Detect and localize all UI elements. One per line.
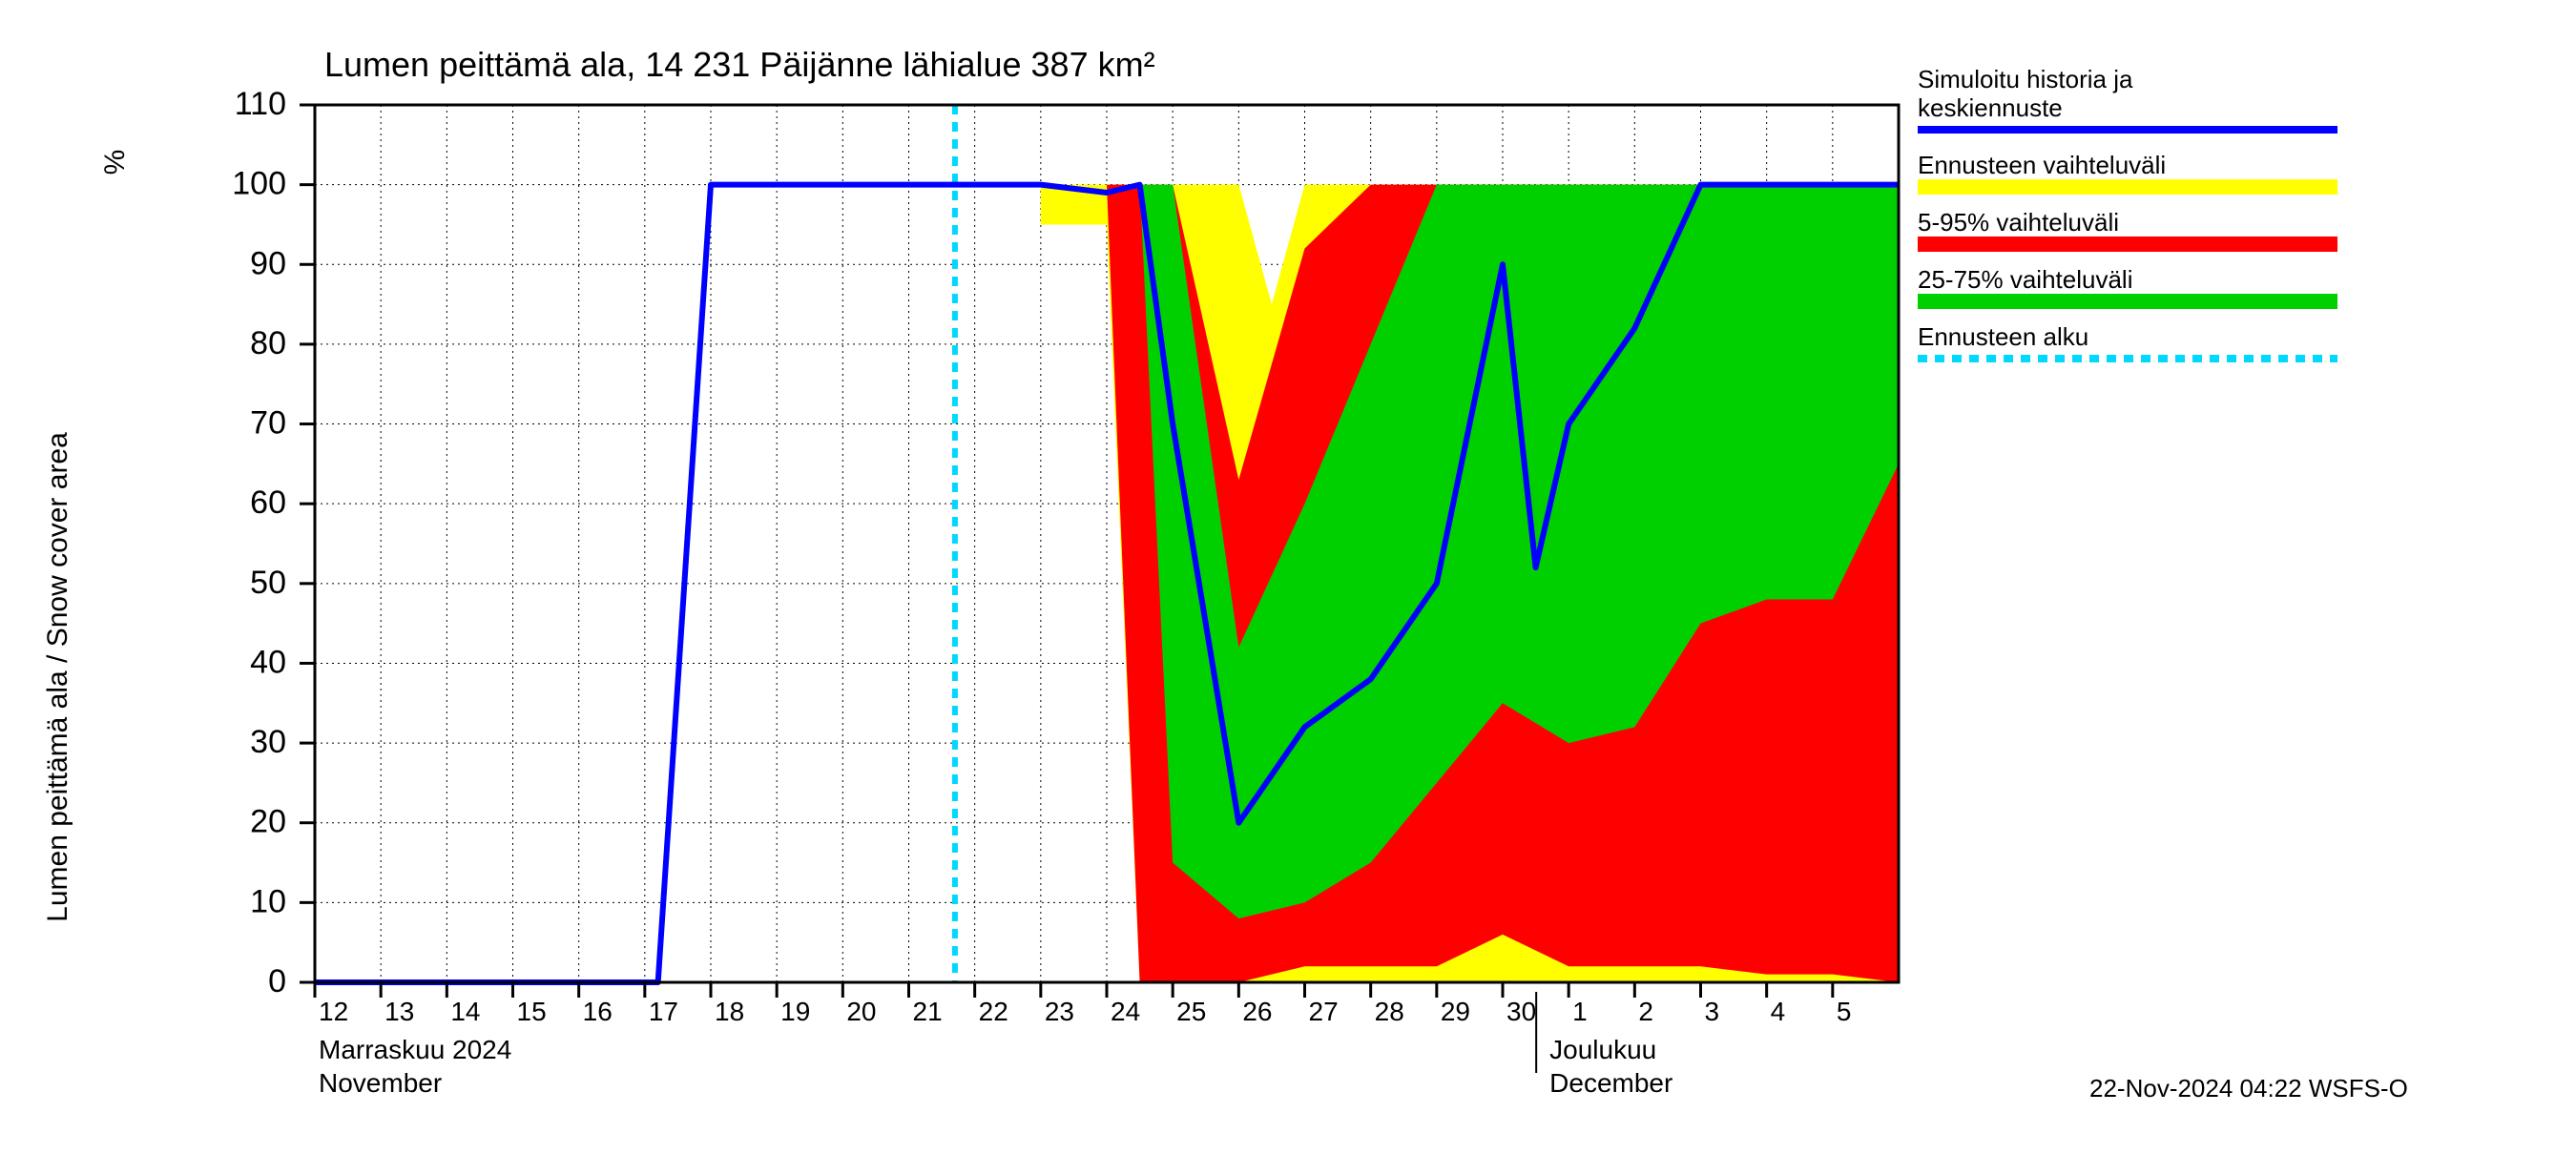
- y-tick-label: 110: [235, 86, 286, 122]
- y-tick-label: 50: [250, 565, 286, 601]
- y-tick-label: 20: [250, 804, 286, 840]
- month1-en: November: [319, 1068, 442, 1098]
- x-tick-label: 24: [1111, 997, 1140, 1026]
- x-tick-label: 22: [979, 997, 1008, 1026]
- x-tick-label: 27: [1309, 997, 1339, 1026]
- x-tick-label: 2: [1638, 997, 1653, 1026]
- x-tick-label: 21: [913, 997, 943, 1026]
- x-tick-label: 3: [1705, 997, 1720, 1026]
- legend-label: keskiennuste: [1918, 93, 2063, 122]
- x-tick-label: 17: [649, 997, 678, 1026]
- legend-label: 5-95% vaihteluväli: [1918, 208, 2119, 237]
- y-tick-label: 60: [250, 484, 286, 521]
- legend-swatch-band: [1918, 294, 2337, 309]
- y-tick-label: 40: [250, 644, 286, 680]
- y-tick-label: 70: [250, 405, 286, 442]
- x-tick-label: 28: [1375, 997, 1404, 1026]
- y-axis-unit: %: [99, 150, 131, 175]
- chart-title: Lumen peittämä ala, 14 231 Päijänne lähi…: [324, 45, 1155, 84]
- legend-swatch-band: [1918, 179, 2337, 195]
- x-tick-label: 26: [1242, 997, 1272, 1026]
- x-tick-label: 20: [846, 997, 876, 1026]
- x-tick-label: 12: [319, 997, 348, 1026]
- y-tick-label: 80: [250, 325, 286, 361]
- month2-en: December: [1549, 1068, 1672, 1098]
- legend-label: Ennusteen vaihteluväli: [1918, 151, 2166, 179]
- x-tick-label: 16: [583, 997, 613, 1026]
- x-tick-label: 15: [517, 997, 547, 1026]
- y-tick-label: 100: [232, 166, 286, 202]
- legend-label: Simuloitu historia ja: [1918, 65, 2133, 93]
- x-tick-label: 29: [1441, 997, 1470, 1026]
- month1-fi: Marraskuu 2024: [319, 1035, 511, 1064]
- y-tick-label: 30: [250, 724, 286, 760]
- x-tick-label: 18: [715, 997, 744, 1026]
- legend-label: 25-75% vaihteluväli: [1918, 265, 2132, 294]
- x-tick-label: 30: [1506, 997, 1536, 1026]
- x-tick-label: 4: [1771, 997, 1786, 1026]
- legend-swatch-band: [1918, 237, 2337, 252]
- y-tick-label: 10: [250, 883, 286, 919]
- x-tick-label: 23: [1045, 997, 1074, 1026]
- x-tick-label: 19: [780, 997, 810, 1026]
- x-tick-label: 1: [1572, 997, 1588, 1026]
- x-tick-label: 5: [1837, 997, 1852, 1026]
- y-axis-label: Lumen peittämä ala / Snow cover area: [42, 432, 73, 922]
- chart-svg: 0102030405060708090100110121314151617181…: [10, 10, 2576, 1154]
- x-tick-label: 14: [450, 997, 480, 1026]
- chart-container: 0102030405060708090100110121314151617181…: [10, 10, 2566, 1135]
- x-tick-label: 25: [1176, 997, 1206, 1026]
- y-tick-label: 90: [250, 245, 286, 281]
- x-tick-label: 13: [384, 997, 414, 1026]
- legend-label: Ennusteen alku: [1918, 322, 2088, 351]
- y-tick-label: 0: [268, 963, 286, 999]
- footer-timestamp: 22-Nov-2024 04:22 WSFS-O: [2089, 1074, 2408, 1102]
- month2-fi: Joulukuu: [1549, 1035, 1656, 1064]
